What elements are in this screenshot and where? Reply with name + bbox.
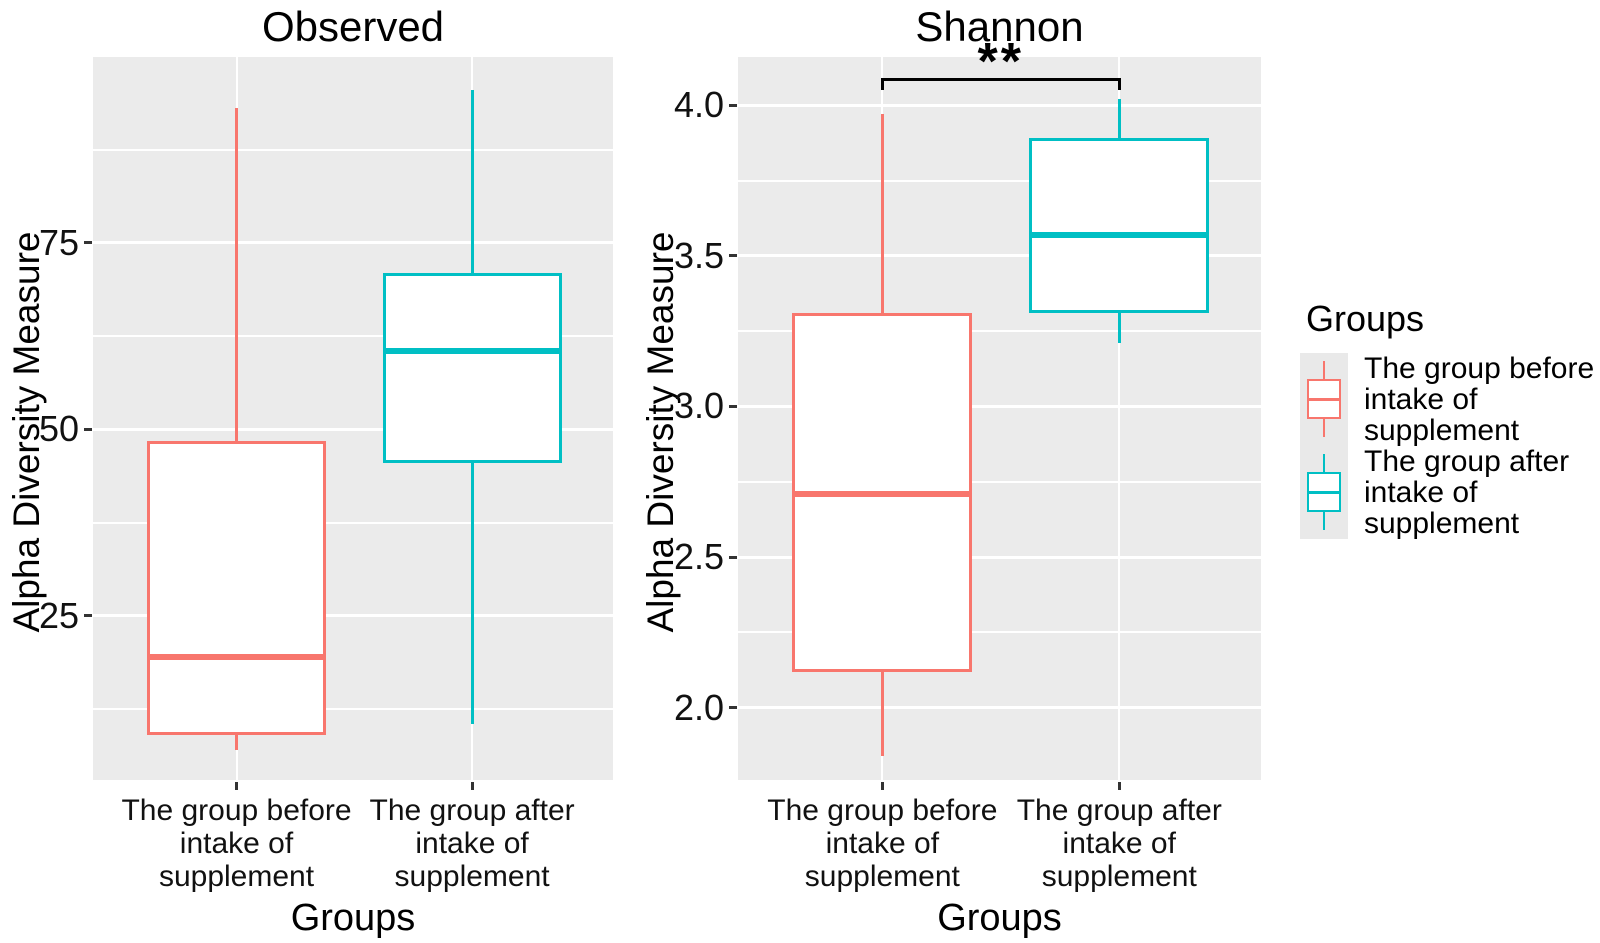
- gridline-minor: [738, 179, 1261, 182]
- y-tick-label: 2.0: [673, 686, 724, 728]
- boxplot-median: [1029, 231, 1210, 238]
- legend-glyph-lower-whisker: [1323, 419, 1325, 437]
- x-category-label-line: The group before: [767, 794, 998, 827]
- gridline-major: [738, 103, 1261, 107]
- x-axis-title-shannon: Groups: [937, 897, 1062, 939]
- x-category-label: The group after intake of supplement: [370, 794, 575, 893]
- x-tick-mark: [1117, 782, 1121, 790]
- x-category-label-line: The group after: [1016, 794, 1222, 827]
- gridline-minor: [93, 148, 613, 151]
- gridline-major: [738, 254, 1261, 258]
- boxplot-median: [147, 653, 326, 660]
- legend-item-label-line: intake of: [1364, 476, 1478, 509]
- y-tick-mark: [729, 555, 737, 559]
- gridline-vertical: [1118, 57, 1121, 780]
- x-category-label-line: The group before: [121, 794, 352, 827]
- gridline-minor: [738, 330, 1261, 333]
- gridline-major: [738, 555, 1261, 559]
- y-tick-label: 3.0: [673, 385, 724, 427]
- gridline-major: [93, 614, 613, 618]
- x-axis-title-observed: Groups: [290, 897, 416, 939]
- x-category-label: The group before intake of supplement: [121, 794, 351, 893]
- legend-key-boxplot-glyph: [1300, 446, 1348, 539]
- x-tick-mark: [880, 782, 884, 790]
- gridline-major: [93, 427, 613, 431]
- y-tick-mark: [84, 427, 92, 431]
- boxplot-median: [792, 490, 973, 497]
- legend-items: The group before intake of supplement The g…: [1300, 353, 1594, 539]
- x-tick-mark: [235, 782, 239, 790]
- x-category-label-line: The group after: [369, 794, 575, 827]
- y-tick-mark: [729, 706, 737, 710]
- x-category-label-line: intake of: [1062, 827, 1176, 860]
- x-category-label-line: intake of: [825, 827, 940, 860]
- x-tick-mark: [470, 782, 474, 790]
- legend: Groups The group before intake of suppleme…: [1300, 299, 1594, 539]
- legend-item-label-line: supplement: [1364, 507, 1520, 540]
- legend-glyph-upper-whisker: [1323, 361, 1325, 379]
- y-tick-label: 25: [38, 594, 79, 636]
- x-category-label-line: supplement: [394, 860, 550, 893]
- y-tick-mark: [84, 614, 92, 618]
- panel-title-observed: Observed: [261, 3, 445, 50]
- y-tick-mark: [729, 404, 737, 408]
- significance-bracket-left-end: [880, 78, 884, 91]
- legend-item-label-line: supplement: [1364, 414, 1520, 447]
- y-tick-label: 4.0: [673, 84, 724, 126]
- x-category-label-line: supplement: [1041, 860, 1197, 893]
- legend-item: The group after intake of supplement: [1300, 446, 1594, 539]
- legend-glyph-lower-whisker: [1323, 512, 1325, 530]
- boxplot-box: [147, 440, 326, 736]
- y-tick-mark: [729, 254, 737, 258]
- significance-bracket: [880, 78, 1121, 82]
- significance-bracket-right-end: [1117, 78, 1121, 91]
- x-category-label-line: supplement: [158, 860, 315, 893]
- legend-item-label: The group before intake of supplement: [1364, 353, 1594, 446]
- legend-key-boxplot-glyph: [1300, 353, 1348, 446]
- boxplot-whisker: [235, 108, 239, 751]
- significance-label: **: [977, 33, 1025, 92]
- y-tick-label: 75: [38, 221, 79, 263]
- x-category-label: The group after intake of supplement: [1017, 794, 1222, 893]
- gridline-major: [93, 241, 613, 245]
- legend-title: Groups: [1306, 298, 1425, 339]
- gridline-minor: [93, 708, 613, 711]
- gridline-minor: [738, 631, 1261, 634]
- panel-title-shannon: Shannon: [915, 3, 1084, 50]
- legend-item-label-line: The group before: [1364, 352, 1595, 385]
- y-tick-label: 2.5: [673, 536, 724, 578]
- x-category-label: The group before intake of supplement: [767, 794, 997, 893]
- y-tick-label: 3.5: [673, 234, 724, 276]
- gridline-minor: [738, 480, 1261, 483]
- y-tick-mark: [729, 103, 737, 107]
- x-category-label-line: intake of: [179, 827, 294, 860]
- legend-item: The group before intake of supplement: [1300, 353, 1594, 446]
- boxplot-box: [382, 272, 562, 463]
- boxplot-box: [1029, 138, 1210, 314]
- legend-item-label-line: intake of: [1364, 383, 1478, 416]
- y-tick-mark: [84, 241, 92, 245]
- gridline-minor: [93, 521, 613, 524]
- y-tick-label: 50: [38, 408, 79, 450]
- boxplot-median: [382, 347, 562, 354]
- legend-glyph-upper-whisker: [1323, 454, 1325, 472]
- plot-panel-shannon: **: [738, 36, 1261, 780]
- gridline-minor: [93, 335, 613, 338]
- gridline-major: [738, 706, 1261, 710]
- gridline-major: [738, 404, 1261, 408]
- plot-panel-observed: [93, 57, 613, 780]
- legend-glyph-median: [1307, 398, 1341, 401]
- x-category-label-line: intake of: [415, 827, 529, 860]
- legend-item-label: The group after intake of supplement: [1364, 446, 1569, 539]
- x-category-label-line: supplement: [804, 860, 960, 893]
- legend-item-label-line: The group after: [1364, 445, 1570, 478]
- legend-glyph-median: [1307, 491, 1341, 494]
